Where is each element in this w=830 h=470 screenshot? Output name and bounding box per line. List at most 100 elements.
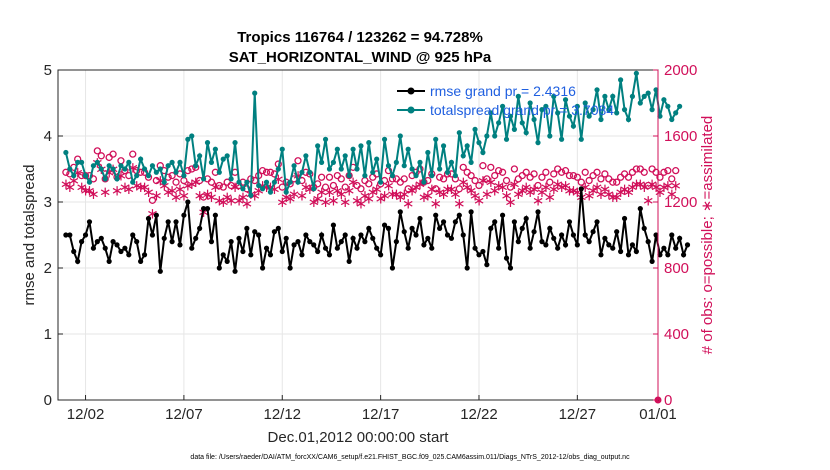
rmse-point — [397, 209, 403, 215]
rmse-point — [677, 235, 683, 241]
totalspread-point — [641, 93, 647, 99]
assimilated-marker: ∗ — [386, 185, 399, 203]
totalspread-point — [275, 166, 281, 172]
possible-marker — [62, 168, 70, 176]
assimilated-marker: ∗ — [622, 183, 635, 201]
totalspread-point — [417, 159, 423, 165]
rmse-point — [421, 242, 427, 248]
x-tick-label: 12/17 — [362, 406, 400, 423]
possible-marker — [227, 181, 235, 190]
rmse-point — [444, 232, 451, 238]
rmse-point — [519, 225, 525, 231]
rmse-point — [578, 186, 584, 192]
rmse-point — [346, 258, 352, 264]
totalspread-point — [645, 90, 651, 96]
possible-marker — [329, 181, 338, 190]
totalspread-point — [649, 107, 655, 113]
rmse-point — [476, 252, 482, 258]
totalspread-point — [433, 136, 439, 142]
assimilated-marker: ∗ — [394, 188, 407, 206]
rmse-point — [598, 252, 604, 258]
assimilated-marker: ∗ — [363, 190, 376, 208]
assimilated-marker: ∗ — [433, 183, 446, 201]
totalspread-point — [393, 159, 399, 165]
totalspread-point — [299, 169, 305, 175]
y-tick-label: 4 — [44, 128, 52, 145]
possible-marker — [573, 173, 581, 181]
rmse-point — [130, 232, 136, 238]
rmse-point — [653, 232, 659, 238]
totalspread-point — [165, 163, 171, 169]
data-file-footnote: data file: /Users/raeder/DAI/ATM_forcXX/… — [190, 454, 630, 461]
assimilated-marker: ∗ — [422, 186, 435, 204]
rmse-point — [307, 239, 313, 245]
assimilated-marker: ∗ — [296, 186, 309, 204]
rmse-point — [452, 219, 458, 225]
rmse-series — [63, 186, 691, 274]
totalspread-point — [523, 130, 529, 136]
possible-marker — [652, 168, 660, 176]
rmse-point — [503, 255, 510, 261]
assimilated-marker: ∗ — [406, 181, 419, 199]
totalspread-point — [566, 113, 573, 119]
rmse-point — [71, 248, 77, 255]
totalspread-point — [669, 116, 675, 123]
rmse-point — [161, 235, 167, 241]
rmse-point — [271, 229, 277, 235]
assimilated-marker: ∗ — [119, 178, 132, 196]
rmse-point — [322, 245, 329, 251]
totalspread-point — [248, 192, 254, 198]
totalspread-point — [244, 179, 250, 185]
totalspread-point — [381, 136, 388, 142]
totalspread-point — [208, 159, 215, 165]
rmse-point — [393, 239, 399, 245]
assimilated-marker: ∗ — [378, 186, 391, 204]
totalspread-point — [413, 173, 419, 179]
assimilated-marker: ∗ — [209, 178, 222, 196]
assimilated-marker: ∗ — [79, 181, 92, 199]
x-tick-label: 01/01 — [639, 406, 677, 423]
possible-marker — [317, 173, 326, 181]
assimilated-marker: ∗ — [300, 178, 313, 196]
assimilated-marker: ∗ — [599, 180, 612, 198]
totalspread-point — [338, 166, 344, 172]
assimilated-marker: ∗ — [339, 193, 352, 211]
rmse-point — [637, 206, 643, 212]
assimilated-marker: ∗ — [563, 181, 576, 199]
totalspread-point — [157, 166, 163, 172]
rmse-point — [496, 245, 502, 251]
rmse-point — [680, 252, 687, 258]
rmse-point — [555, 245, 561, 251]
totalspread-point — [75, 159, 81, 165]
rmse-point — [582, 232, 588, 238]
rmse-point — [228, 239, 234, 245]
rmse-point — [358, 232, 364, 238]
assimilated-marker: ∗ — [626, 178, 639, 196]
assimilated-marker: ∗ — [481, 185, 494, 203]
rmse-point — [338, 239, 344, 245]
rmse-point — [405, 245, 411, 251]
possible-marker — [581, 168, 589, 176]
rmse-point — [220, 252, 226, 258]
rmse-point — [562, 242, 569, 248]
totalspread-point — [488, 110, 494, 116]
assimilated-marker: ∗ — [67, 172, 80, 190]
rmse-point — [539, 239, 545, 245]
assimilated-marker: ∗ — [150, 186, 163, 204]
assimilated-marker: ∗ — [508, 175, 521, 193]
rmse-point — [523, 215, 529, 222]
assimilated-marker: ∗ — [591, 178, 604, 196]
rmse-point — [86, 219, 93, 225]
possible-marker — [664, 166, 672, 175]
rmse-point — [594, 219, 600, 225]
rmse-point — [165, 219, 171, 225]
assimilated-marker: ∗ — [221, 188, 234, 206]
rmse-point — [661, 245, 667, 251]
possible-marker — [538, 173, 546, 181]
possible-marker — [188, 165, 196, 173]
assimilated-marker: ∗ — [189, 173, 202, 191]
totalspread-point — [177, 159, 183, 165]
totalspread-point — [366, 140, 372, 146]
rmse-point — [252, 229, 258, 235]
possible-marker — [632, 165, 641, 173]
